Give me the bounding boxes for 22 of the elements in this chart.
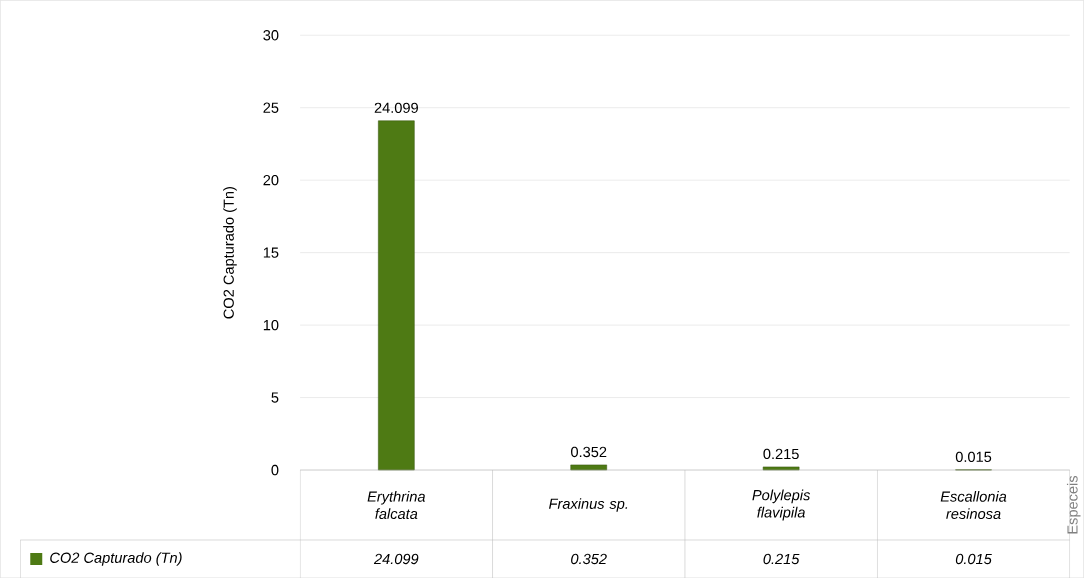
x-tick-label: Fraxinus sp.: [549, 498, 628, 512]
text: Especeis: [1066, 475, 1081, 534]
y-tick-label: 20: [263, 174, 279, 186]
text: 0.015: [955, 451, 992, 462]
y-tick-label: 0: [271, 464, 279, 476]
data-label: 0.015: [955, 553, 992, 565]
text: 0.215: [763, 448, 799, 459]
y-tick-label: 25: [263, 102, 279, 113]
y-tick-label: 10: [263, 319, 279, 331]
y-tick-label: 30: [263, 29, 279, 41]
legend-label: CO2 Capturado (Tn): [50, 552, 182, 566]
x-tick-label: Escallonia resinosa: [940, 490, 1007, 519]
data-label: 0.215: [763, 553, 800, 565]
x-tick-label: Polylepis flavipila: [752, 489, 811, 521]
y-tick-label: 5: [271, 392, 279, 403]
x-tick-label: Erythrina falcata: [367, 490, 426, 519]
text: 0.352: [571, 446, 607, 458]
text: 24.099: [374, 102, 418, 113]
y-tick-label: 15: [263, 247, 279, 258]
y-axis-title: CO2 Capturado (Tn): [223, 186, 237, 319]
data-label: 24.099: [373, 553, 419, 565]
data-label: 0.352: [571, 553, 607, 565]
